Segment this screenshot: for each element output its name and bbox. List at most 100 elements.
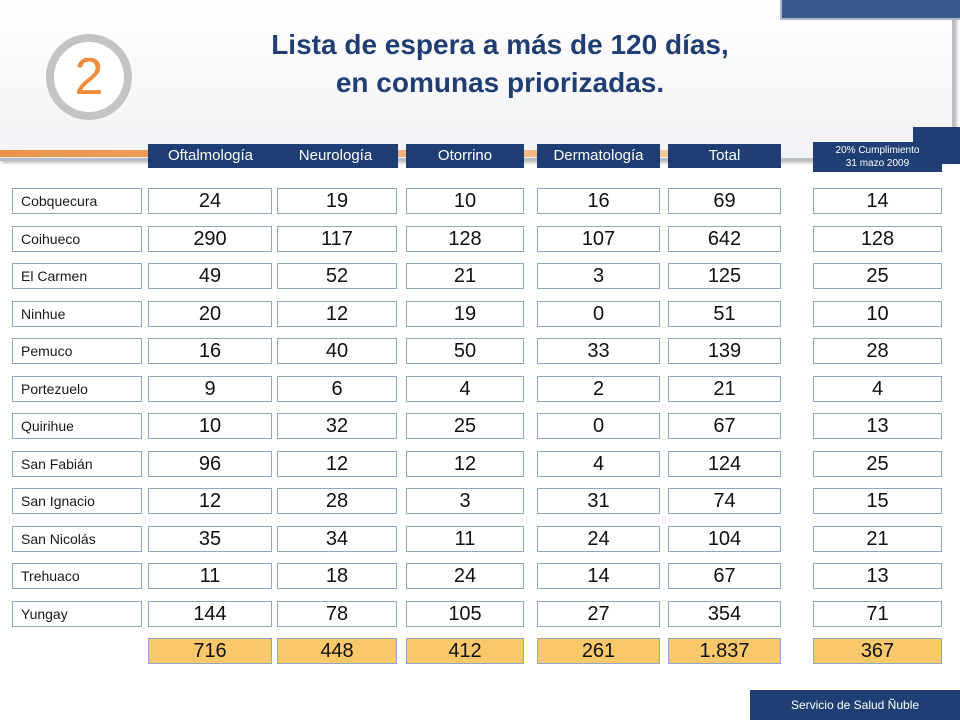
cell-total: 139 xyxy=(668,338,781,364)
cell-der: 3 xyxy=(537,263,660,289)
cell-total: 67 xyxy=(668,413,781,439)
comuna-label: Cobquecura xyxy=(12,188,142,214)
header-oft-neu: Oftalmología Neurología xyxy=(148,144,398,168)
cell-oto: 25 xyxy=(406,413,524,439)
header-dermatologia: Dermatología xyxy=(537,144,660,168)
cell-oto: 50 xyxy=(406,338,524,364)
cell-cump: 128 xyxy=(813,226,942,252)
cell-oto: 21 xyxy=(406,263,524,289)
cell-cump: 15 xyxy=(813,488,942,514)
cell-oft: 20 xyxy=(148,301,272,327)
comuna-label: Trehuaco xyxy=(12,563,142,589)
cell-oft: 96 xyxy=(148,451,272,477)
slide-number: 2 xyxy=(54,42,124,112)
cell-oft: 11 xyxy=(148,563,272,589)
title-banner xyxy=(0,0,955,161)
cell-der: 0 xyxy=(537,413,660,439)
header-total: Total xyxy=(668,144,781,168)
cell-oft: 144 xyxy=(148,601,272,627)
cell-der: 4 xyxy=(537,451,660,477)
cell-oft: 10 xyxy=(148,413,272,439)
comuna-label: San Fabián xyxy=(12,451,142,477)
comuna-label: Yungay xyxy=(12,601,142,627)
cell-neu: 6 xyxy=(277,376,397,402)
cell-cump: 28 xyxy=(813,338,942,364)
cell-oto: 3 xyxy=(406,488,524,514)
cell-oto: 12 xyxy=(406,451,524,477)
header-neurologia: Neurología xyxy=(298,147,373,164)
cell-cump: 71 xyxy=(813,601,942,627)
cell-cump: 14 xyxy=(813,188,942,214)
cell-total: 67 xyxy=(668,563,781,589)
cell-der: 27 xyxy=(537,601,660,627)
cell-cump: 21 xyxy=(813,526,942,552)
cell-total: 642 xyxy=(668,226,781,252)
cell-neu: 19 xyxy=(277,188,397,214)
cell-oft: 9 xyxy=(148,376,272,402)
slide-number-badge: 2 xyxy=(46,34,132,120)
cell-total: 21 xyxy=(668,376,781,402)
cell-neu: 12 xyxy=(277,451,397,477)
cell-cump: 13 xyxy=(813,563,942,589)
comuna-label: Coihueco xyxy=(12,226,142,252)
total-cell-der: 261 xyxy=(537,638,660,664)
cell-oto: 19 xyxy=(406,301,524,327)
cell-cump: 25 xyxy=(813,263,942,289)
cell-total: 51 xyxy=(668,301,781,327)
cell-der: 2 xyxy=(537,376,660,402)
cell-neu: 28 xyxy=(277,488,397,514)
cell-oft: 24 xyxy=(148,188,272,214)
header-cumplimiento: 20% Cumplimiento 31 mazo 2009 xyxy=(813,142,942,172)
header-otorrino: Otorrino xyxy=(406,144,524,168)
cell-der: 33 xyxy=(537,338,660,364)
comuna-label: San Ignacio xyxy=(12,488,142,514)
total-cell-oft: 716 xyxy=(148,638,272,664)
cell-cump: 13 xyxy=(813,413,942,439)
header-oftalmologia: Oftalmología xyxy=(167,147,254,164)
cell-neu: 12 xyxy=(277,301,397,327)
cell-oto: 128 xyxy=(406,226,524,252)
cell-neu: 40 xyxy=(277,338,397,364)
footer-label: Servicio de Salud Ñuble xyxy=(750,690,960,720)
corner-accent-bar xyxy=(780,0,960,20)
title-line-2: en comunas priorizadas. xyxy=(335,67,665,98)
cell-oft: 12 xyxy=(148,488,272,514)
cell-cump: 25 xyxy=(813,451,942,477)
cell-oto: 4 xyxy=(406,376,524,402)
comuna-label: Pemuco xyxy=(12,338,142,364)
cell-oft: 35 xyxy=(148,526,272,552)
comuna-label: Portezuelo xyxy=(12,376,142,402)
cell-der: 24 xyxy=(537,526,660,552)
cell-oto: 11 xyxy=(406,526,524,552)
page-title: Lista de espera a más de 120 días, en co… xyxy=(180,26,820,102)
cell-total: 74 xyxy=(668,488,781,514)
header-cumplimiento-line1: 20% Cumplimiento xyxy=(835,145,920,156)
cell-cump: 10 xyxy=(813,301,942,327)
cell-total: 124 xyxy=(668,451,781,477)
total-cell-cump: 367 xyxy=(813,638,942,664)
cell-total: 104 xyxy=(668,526,781,552)
cell-total: 354 xyxy=(668,601,781,627)
total-cell-oto: 412 xyxy=(406,638,524,664)
comuna-label: Quirihue xyxy=(12,413,142,439)
cell-oto: 10 xyxy=(406,188,524,214)
cell-der: 107 xyxy=(537,226,660,252)
cell-neu: 32 xyxy=(277,413,397,439)
cell-neu: 18 xyxy=(277,563,397,589)
cell-oft: 290 xyxy=(148,226,272,252)
cell-cump: 4 xyxy=(813,376,942,402)
header-cumplimiento-line2: 31 mazo 2009 xyxy=(845,158,910,169)
cell-total: 69 xyxy=(668,188,781,214)
cell-neu: 117 xyxy=(277,226,397,252)
cell-neu: 34 xyxy=(277,526,397,552)
cell-neu: 52 xyxy=(277,263,397,289)
cell-oto: 105 xyxy=(406,601,524,627)
cell-neu: 78 xyxy=(277,601,397,627)
total-cell-neu: 448 xyxy=(277,638,397,664)
cell-der: 31 xyxy=(537,488,660,514)
cell-oft: 16 xyxy=(148,338,272,364)
cell-der: 0 xyxy=(537,301,660,327)
title-line-1: Lista de espera a más de 120 días, xyxy=(271,29,729,60)
total-cell-total: 1.837 xyxy=(668,638,781,664)
cell-der: 16 xyxy=(537,188,660,214)
